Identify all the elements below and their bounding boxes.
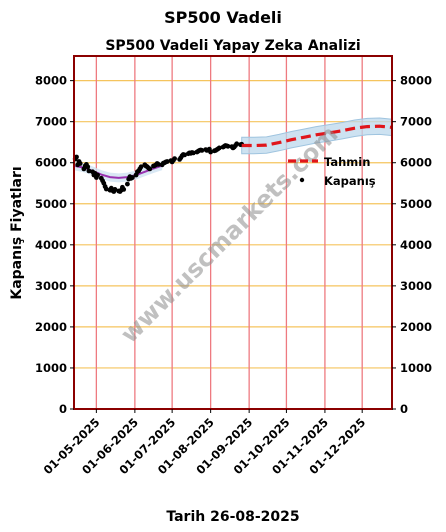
kapanis-point — [77, 161, 83, 166]
kapanis-point — [103, 186, 109, 192]
y-tick-label-right: 1000 — [400, 361, 432, 375]
legend-tahmin-label: Tahmin — [324, 155, 370, 169]
kapanis-point — [216, 145, 222, 151]
chart-title: SP500 Vadeli Yapay Zeka Analizi — [105, 38, 360, 54]
kapanis-point — [125, 181, 130, 187]
y-tick-label-right: 0 — [400, 402, 408, 416]
legend: Tahmin Kapanış — [288, 155, 376, 188]
tahmin-line — [241, 124, 393, 148]
y-tick-label: 1000 — [35, 361, 67, 375]
kapanis-point — [164, 159, 170, 164]
y-tick-label-right: 2000 — [400, 320, 432, 334]
kapanis-point — [190, 150, 196, 156]
kapanis-point — [225, 143, 231, 149]
kapanis-point — [138, 164, 144, 170]
x-axis-label: Tarih 26-08-2025 — [166, 509, 299, 525]
y-tick-label: 8000 — [35, 74, 67, 88]
y-tick-label-right: 8000 — [400, 74, 432, 88]
kapanis-point — [182, 152, 188, 158]
chart-suptitle: SP500 Vadeli — [164, 8, 282, 27]
plot-frame — [73, 55, 393, 410]
y-tick-label: 2000 — [35, 320, 67, 334]
y-tick-label-right: 5000 — [400, 197, 432, 211]
y-tick-label: 7000 — [35, 115, 67, 129]
y-tick-label-right: 3000 — [400, 279, 432, 293]
y-tick-label-right: 6000 — [400, 156, 432, 170]
kapanis-point — [208, 149, 214, 155]
kapanis-point — [199, 148, 205, 153]
y-tick-label: 0 — [59, 402, 67, 416]
plot-background — [74, 56, 392, 409]
kapanis-point — [74, 154, 79, 160]
kapanis-point — [86, 168, 92, 174]
y-axis-label: Kapanış Fiyatları — [9, 166, 25, 299]
y-tick-label: 4000 — [35, 238, 67, 252]
legend-kapanis-swatch — [299, 177, 305, 183]
kapanis-point — [112, 187, 118, 192]
kapanis-point — [85, 164, 91, 170]
kapanis-point — [172, 156, 178, 162]
kapanis-point — [234, 141, 240, 147]
kapanis-point — [156, 162, 161, 167]
y-tick-label: 3000 — [35, 279, 67, 293]
kapanis-point — [95, 172, 100, 178]
kapanis-point — [130, 175, 135, 180]
y-tick-label: 6000 — [35, 156, 67, 170]
y-tick-label-right: 7000 — [400, 115, 432, 129]
kapanis-point — [147, 166, 153, 172]
y-tick-label-right: 4000 — [400, 238, 432, 252]
y-tick-label: 5000 — [35, 197, 67, 211]
kapanis-point — [121, 187, 127, 192]
legend-kapanis-label: Kapanış — [324, 174, 376, 188]
